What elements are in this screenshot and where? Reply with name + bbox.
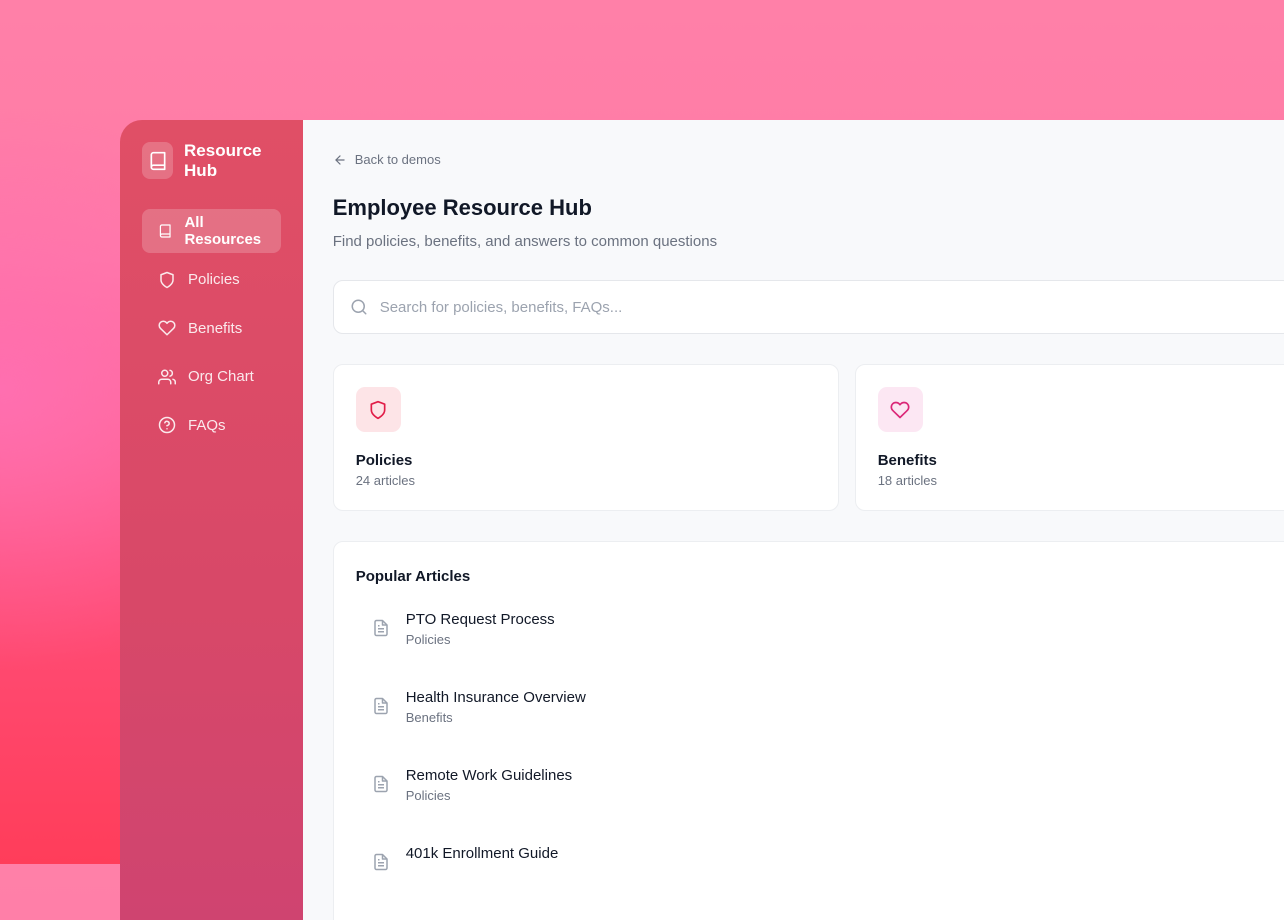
- users-icon: [158, 369, 176, 384]
- search-icon: [351, 299, 367, 315]
- app-window: Resource Hub All Resources Policies Bene…: [120, 120, 1284, 920]
- sidebar-item-label: All Resources: [184, 214, 262, 248]
- article-category: Policies: [405, 788, 451, 803]
- card-count: 18 articles: [877, 473, 937, 488]
- article-category: Policies: [405, 632, 451, 647]
- arrow-left-icon: [334, 154, 345, 165]
- category-card-benefits[interactable]: Benefits 18 articles: [854, 364, 1284, 511]
- article-item[interactable]: Health Insurance Overview Benefits: [356, 689, 1270, 767]
- article-category: Benefits: [405, 710, 453, 725]
- section-title: Popular Articles: [355, 568, 471, 585]
- shield-icon: [160, 271, 174, 288]
- page-title: Employee Resource Hub: [332, 195, 592, 220]
- sidebar-item-org-chart[interactable]: Org Chart: [142, 355, 281, 399]
- search-input[interactable]: [379, 298, 1276, 316]
- file-text-icon: [373, 775, 388, 793]
- main-content: Back to demos Employee Resource Hub Find…: [302, 120, 1284, 920]
- heart-icon: [158, 320, 176, 336]
- back-link-label: Back to demos: [354, 152, 441, 167]
- article-title: PTO Request Process: [405, 611, 555, 628]
- article-title: Health Insurance Overview: [405, 689, 586, 706]
- book-icon: [159, 224, 171, 238]
- sidebar-item-label: Org Chart: [188, 368, 254, 385]
- card-title: Benefits: [877, 452, 937, 469]
- card-title: Policies: [355, 452, 413, 469]
- card-count: 24 articles: [355, 473, 415, 488]
- file-text-icon: [373, 619, 388, 637]
- sidebar-item-label: Benefits: [188, 319, 243, 337]
- article-title: Remote Work Guidelines: [405, 767, 573, 784]
- sidebar-item-label: FAQs: [188, 416, 226, 434]
- article-item[interactable]: 401k Enrollment Guide: [356, 845, 1270, 920]
- brand: Resource Hub: [142, 140, 281, 180]
- sidebar-item-all-resources[interactable]: All Resources: [142, 209, 281, 253]
- article-item[interactable]: Remote Work Guidelines Policies: [356, 767, 1270, 845]
- brand-name: Resource Hub: [184, 140, 262, 180]
- sidebar-item-benefits[interactable]: Benefits: [142, 306, 281, 350]
- shield-icon: [355, 387, 401, 432]
- search-bar: [332, 280, 1284, 334]
- sidebar-item-label: Policies: [188, 271, 240, 288]
- help-circle-icon: [158, 416, 176, 434]
- sidebar-item-faqs[interactable]: FAQs: [142, 403, 281, 447]
- article-item[interactable]: PTO Request Process Policies: [356, 611, 1270, 689]
- article-title: 401k Enrollment Guide: [405, 845, 559, 862]
- file-text-icon: [373, 697, 388, 715]
- back-link[interactable]: Back to demos: [333, 152, 1284, 167]
- sidebar-item-policies[interactable]: Policies: [142, 258, 281, 302]
- popular-articles: Popular Articles PTO Request Process Poli…: [332, 541, 1284, 920]
- book-icon: [142, 142, 174, 179]
- sidebar: Resource Hub All Resources Policies Bene…: [120, 120, 303, 920]
- heart-icon: [877, 387, 923, 432]
- category-card-policies[interactable]: Policies 24 articles: [332, 364, 839, 511]
- page-subtitle: Find policies, benefits, and answers to …: [332, 233, 718, 250]
- file-text-icon: [373, 853, 388, 871]
